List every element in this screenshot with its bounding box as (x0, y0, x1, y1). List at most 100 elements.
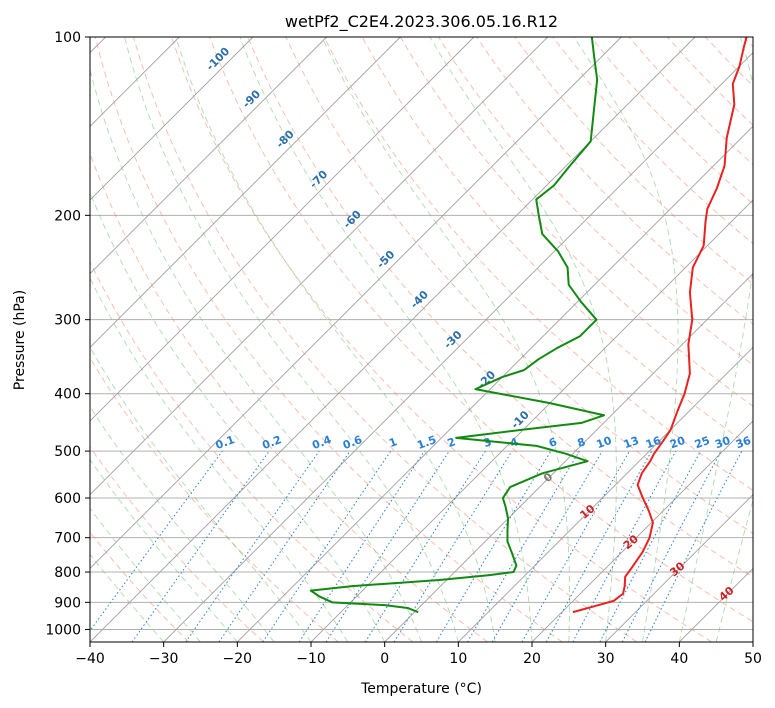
mixing-ratio-label: 36 (734, 434, 753, 452)
dry-adiabat-line (705, 37, 753, 87)
y-tick-label: 600 (54, 491, 81, 507)
isotherm-label: -50 (374, 248, 397, 271)
y-tick-label: 400 (54, 387, 81, 403)
isotherm-line (90, 37, 696, 642)
mixing-ratio-label: 3 (482, 435, 494, 450)
isotherm-label: -70 (307, 167, 330, 190)
dry-adiabat-line (590, 37, 753, 205)
moist-adiabat-line (175, 37, 496, 642)
moist-adiabat-line (321, 37, 571, 642)
y-tick-label: 300 (54, 313, 81, 329)
mixing-ratio-label: 8 (576, 435, 588, 450)
x-tick-label: 20 (523, 651, 541, 667)
mixing-ratio-line (545, 450, 653, 642)
mixing-ratio-label: 1.5 (415, 433, 438, 452)
wetbulb-label: 10 (577, 502, 597, 522)
isotherms (90, 37, 753, 642)
y-tick-label: 1000 (45, 622, 81, 638)
dry-adiabat-line (90, 152, 488, 642)
mixing-ratio-line (364, 450, 486, 642)
dry-adiabat-line (743, 37, 753, 48)
mixing-ratio-label: 20 (668, 434, 687, 452)
dry-adiabat-line (171, 37, 712, 642)
isotherm-label: -100 (204, 44, 233, 73)
isotherm-label: -40 (408, 288, 431, 311)
y-tick-label: 700 (54, 531, 81, 547)
mixing-ratio-line (90, 450, 223, 632)
plot-area: -100-90-80-70-60-50-40-30-20-10 0.1 0.2 0.… (90, 37, 753, 642)
isotherm-label: -10 (509, 408, 532, 431)
moist-adiabat-line (429, 37, 617, 642)
mixing-ratio-label: 16 (644, 434, 663, 452)
moist-adiabat-line (715, 498, 753, 642)
mixing-ratio-lines (90, 450, 743, 642)
mixing-ratio-line (393, 450, 513, 642)
isotherm-line (752, 641, 753, 642)
y-axis: 100 200 300 400 500 600 700 800 900 1000 (45, 30, 90, 638)
mixing-ratio-line (467, 450, 580, 642)
moist-adiabat-line (124, 37, 459, 642)
isotherm-line (458, 346, 753, 642)
plot-frame (89, 36, 754, 643)
mixing-ratio-line (185, 450, 320, 642)
isotherm-line (90, 37, 622, 569)
mixing-ratio-label: 0.4 (310, 433, 333, 452)
moist-adiabat-line (90, 458, 238, 642)
dry-adiabat-line (514, 37, 753, 285)
mixing-ratio-line (262, 450, 392, 642)
wetbulb-label: 20 (621, 532, 641, 552)
dry-adiabat-line (285, 37, 753, 534)
isotherm-line (90, 37, 254, 201)
mixing-ratio-line (218, 450, 351, 642)
x-tick-label: −20 (223, 651, 253, 667)
dry-adiabat-line (209, 37, 753, 623)
dewpoint-profile (309, 37, 606, 614)
dry-adiabat-line (90, 446, 264, 642)
isotherm-line (90, 37, 475, 422)
y-tick-label: 500 (54, 444, 81, 460)
mixing-ratio-line (325, 450, 450, 642)
isotherm-line (163, 52, 753, 642)
mixing-ratio-line (644, 450, 743, 642)
x-axis: −40 −30 −20 −10 0 10 20 30 40 50 (75, 642, 762, 667)
mixing-ratio-line (572, 450, 677, 642)
dry-adiabat-line (666, 37, 753, 126)
x-tick-label: 50 (744, 651, 762, 667)
x-tick-label: 0 (380, 651, 389, 667)
isotherm-line (679, 567, 753, 642)
y-axis-label: Pressure (hPa) (12, 290, 28, 390)
isotherm-line (90, 37, 401, 348)
moist-adiabat-line (573, 37, 679, 642)
y-tick-label: 200 (54, 208, 81, 224)
moist-adiabats (90, 37, 753, 642)
mixing-ratio-label: 0.2 (260, 433, 283, 452)
dry-adiabat-line (552, 37, 753, 245)
dry-adiabat-line (247, 37, 753, 578)
mixing-ratio-labels: 0.1 0.2 0.4 0.6 1 1.5 2 3 4 6 8 10 13 16 20 25 30 36 (214, 433, 753, 452)
mixing-ratio-label: 0.6 (341, 433, 364, 452)
mixing-ratio-label: 25 (693, 434, 712, 451)
moist-adiabat-line (90, 67, 422, 642)
dry-adiabat-line (90, 261, 414, 642)
isotherm-line (384, 273, 753, 642)
data-series (309, 37, 748, 614)
x-tick-label: −10 (296, 651, 326, 667)
x-tick-label: −30 (149, 651, 179, 667)
mixing-ratio-line (435, 450, 552, 642)
temperature-profile (572, 37, 748, 614)
dry-adiabat-line (90, 356, 339, 642)
isotherm-line (90, 37, 548, 496)
mixing-ratio-label: 4 (508, 435, 520, 450)
x-tick-label: 40 (670, 651, 688, 667)
mixing-ratio-line (131, 450, 270, 642)
isotherm-label: -90 (240, 87, 263, 110)
wetbulb-label: 40 (716, 584, 736, 604)
mixing-ratio-label: 1 (387, 435, 399, 450)
isotherm-line (237, 125, 753, 642)
moist-adiabat-line (239, 37, 533, 642)
x-tick-label: −40 (75, 651, 105, 667)
mixing-ratio-line (298, 450, 425, 642)
mixing-ratio-label: 13 (622, 434, 641, 451)
y-tick-label: 100 (54, 30, 81, 46)
